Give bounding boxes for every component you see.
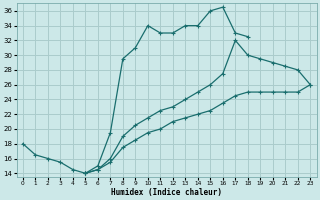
X-axis label: Humidex (Indice chaleur): Humidex (Indice chaleur) <box>111 188 222 197</box>
